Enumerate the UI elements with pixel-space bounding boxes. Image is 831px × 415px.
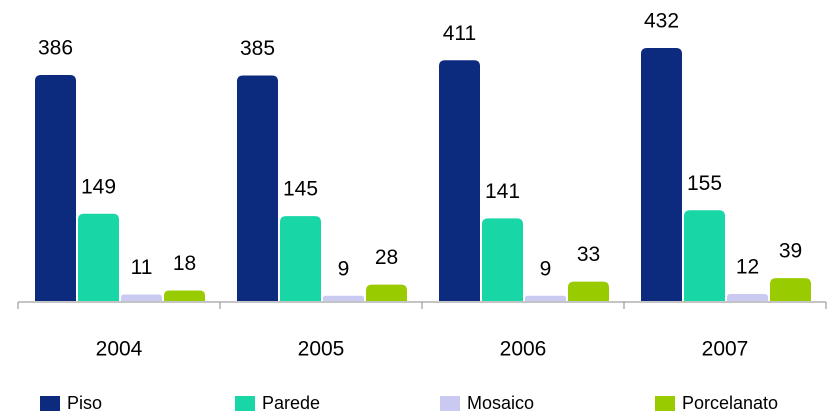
value-label: 33	[577, 243, 600, 266]
bar	[641, 48, 682, 301]
value-label: 149	[81, 175, 116, 198]
bar	[280, 216, 321, 301]
value-label: 385	[240, 37, 275, 60]
x-tick-label: 2005	[298, 338, 345, 361]
bar	[366, 284, 407, 301]
legend-swatch	[235, 396, 255, 411]
legend-swatch	[655, 396, 675, 411]
bar	[525, 295, 566, 301]
value-label: 386	[38, 36, 73, 59]
bar	[439, 60, 480, 301]
value-label: 432	[644, 10, 679, 33]
bar	[323, 295, 364, 301]
x-tick-label: 2007	[702, 338, 749, 361]
bar	[482, 218, 523, 301]
value-label: 11	[131, 256, 153, 279]
value-label: 9	[338, 257, 350, 280]
value-label: 145	[283, 178, 318, 201]
bar	[727, 293, 768, 301]
legend-label: Mosaico	[467, 393, 534, 413]
value-label: 39	[779, 240, 802, 263]
value-label: 155	[687, 172, 722, 195]
legend-swatch	[440, 396, 460, 411]
value-label: 28	[375, 246, 398, 269]
bar	[164, 290, 205, 301]
value-label: 411	[443, 22, 476, 45]
legend-label: Piso	[67, 393, 102, 413]
value-label: 9	[540, 257, 552, 280]
value-label: 141	[485, 180, 520, 203]
bar	[770, 278, 811, 301]
bar	[121, 294, 162, 301]
x-tick-label: 2006	[500, 338, 547, 361]
bar	[35, 74, 76, 301]
x-tick-label: 2004	[96, 338, 143, 361]
value-label: 18	[173, 252, 196, 275]
legend-label: Parede	[262, 393, 320, 413]
bar	[78, 213, 119, 301]
bar	[568, 281, 609, 301]
legend-label: Porcelanato	[682, 393, 778, 413]
bar	[684, 210, 725, 301]
bar	[237, 75, 278, 302]
legend-swatch	[40, 396, 60, 411]
value-label: 12	[736, 256, 759, 279]
